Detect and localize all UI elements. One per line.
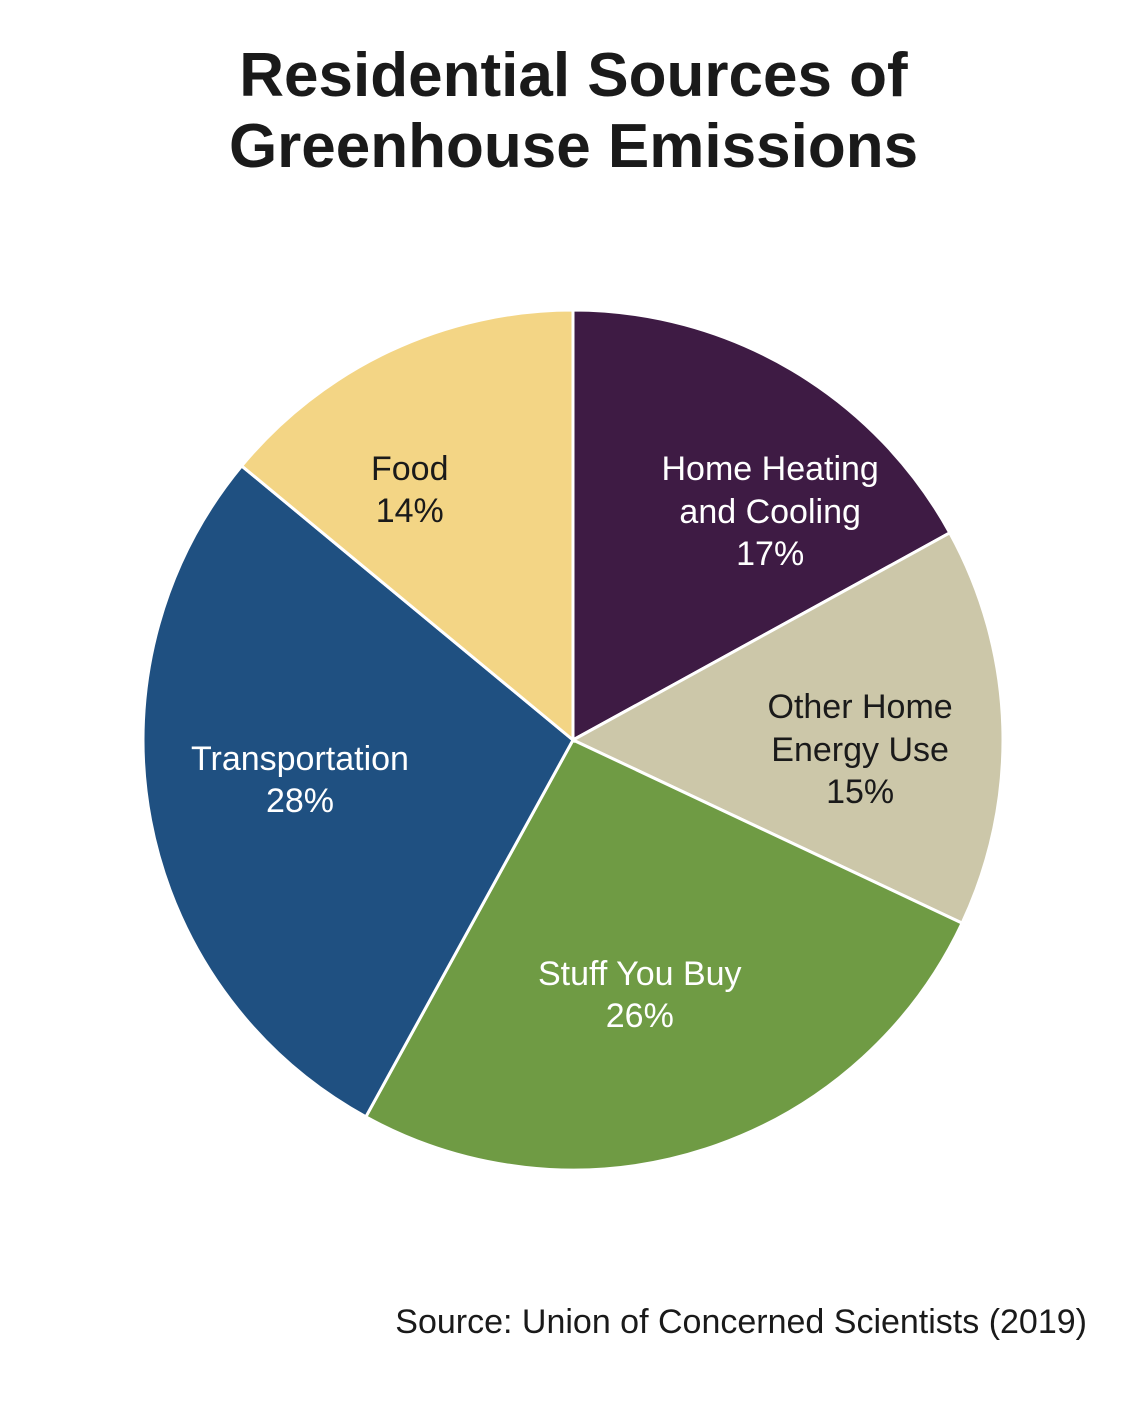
slice-percent: 17% bbox=[662, 533, 879, 576]
slice-label-line: Energy Use bbox=[768, 729, 953, 772]
slice-label-line: Other Home bbox=[768, 686, 953, 729]
slice-percent: 14% bbox=[371, 490, 449, 533]
slice-label: Transportation28% bbox=[191, 738, 409, 823]
source-citation: Source: Union of Concerned Scientists (2… bbox=[395, 1303, 1087, 1342]
slice-label: Food14% bbox=[371, 448, 449, 533]
slice-percent: 15% bbox=[768, 771, 953, 814]
source-text: Source: Union of Concerned Scientists (2… bbox=[395, 1303, 1087, 1341]
pie-chart bbox=[0, 0, 1147, 1412]
slice-label-line: Home Heating bbox=[662, 448, 879, 491]
chart-container: Residential Sources of Greenhouse Emissi… bbox=[0, 0, 1147, 1412]
slice-label-line: and Cooling bbox=[662, 491, 879, 534]
slice-label-line: Food bbox=[371, 448, 449, 491]
slice-percent: 26% bbox=[538, 995, 742, 1038]
slice-label: Stuff You Buy26% bbox=[538, 953, 742, 1038]
slice-label: Home Heatingand Cooling17% bbox=[662, 448, 879, 576]
slice-percent: 28% bbox=[191, 780, 409, 823]
slice-label-line: Transportation bbox=[191, 738, 409, 781]
slice-label-line: Stuff You Buy bbox=[538, 953, 742, 996]
slice-label: Other HomeEnergy Use15% bbox=[768, 686, 953, 814]
